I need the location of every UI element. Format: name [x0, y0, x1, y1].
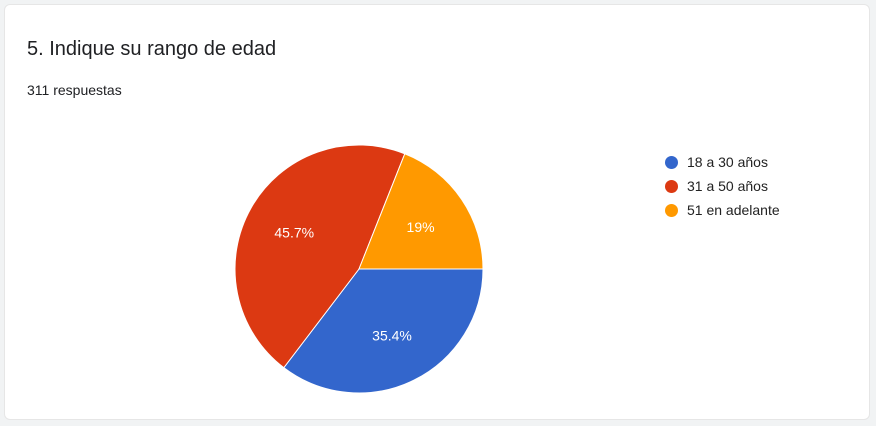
pie-data-label: 19% — [407, 219, 435, 235]
legend-label: 31 a 50 años — [687, 178, 768, 194]
pie-slice-31-50[interactable] — [234, 144, 406, 369]
legend-swatch-icon — [665, 155, 678, 169]
pie-slice-51-plus[interactable] — [358, 153, 484, 270]
pie-slice-18-30[interactable] — [283, 268, 484, 394]
pie-slices — [234, 144, 484, 394]
legend-item-51-plus[interactable]: 51 en adelante — [665, 198, 780, 222]
response-count: 311 respuestas — [27, 82, 122, 98]
legend-item-31-50[interactable]: 31 a 50 años — [665, 174, 780, 198]
pie-data-label: 35.4% — [372, 328, 412, 344]
legend-swatch-icon — [665, 179, 678, 193]
legend-swatch-icon — [665, 203, 678, 217]
chart-card: 5. Indique su rango de edad 311 respuest… — [4, 4, 870, 420]
legend-label: 18 a 30 años — [687, 154, 768, 170]
pie-slice-labels: 35.4% 45.7% 19% — [274, 219, 434, 343]
chart-legend: 18 a 30 años 31 a 50 años 51 en adelante — [665, 150, 780, 222]
chart-title: 5. Indique su rango de edad — [27, 38, 277, 60]
legend-item-18-30[interactable]: 18 a 30 años — [665, 150, 780, 174]
legend-label: 51 en adelante — [687, 202, 780, 218]
pie-chart: 35.4% 45.7% 19% — [234, 144, 484, 394]
pie-data-label: 45.7% — [274, 224, 314, 240]
